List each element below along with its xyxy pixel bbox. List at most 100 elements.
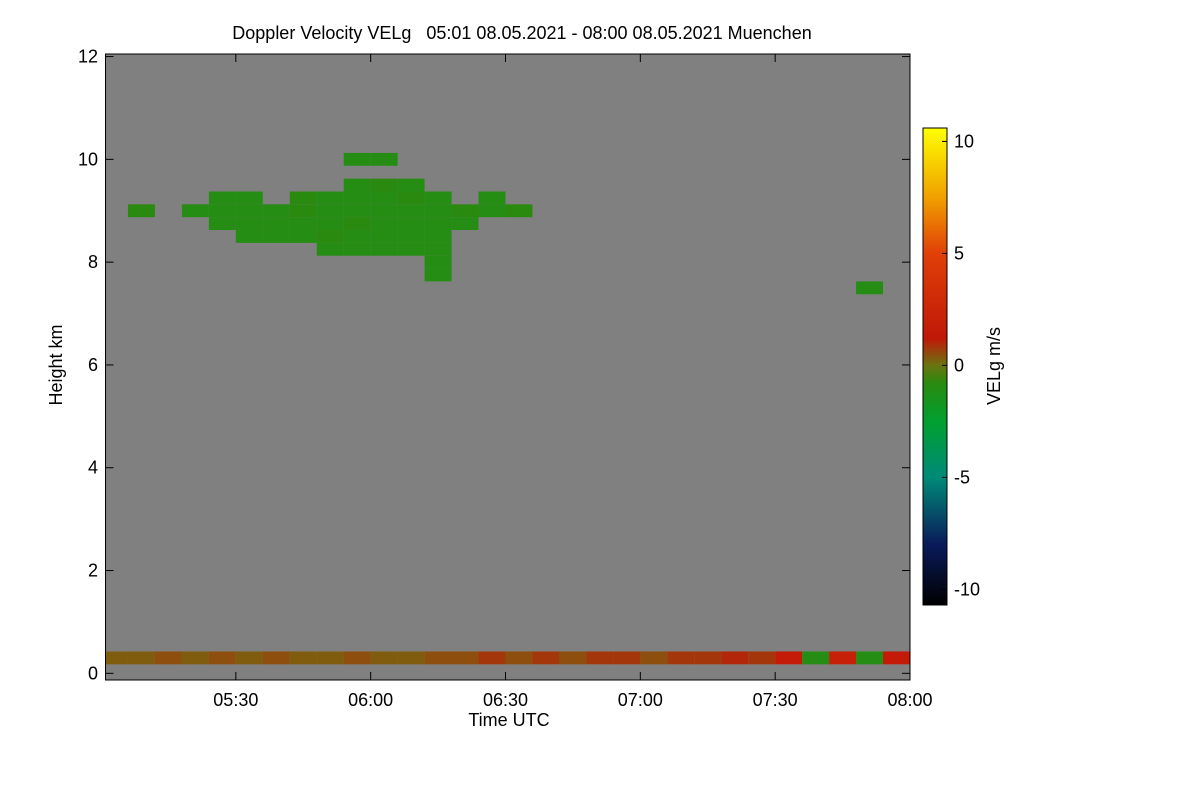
colorbar-tick-label: 5 — [954, 243, 964, 263]
heatmap-cell — [343, 191, 371, 205]
heatmap-cell — [451, 651, 479, 665]
heatmap-cell — [127, 204, 155, 218]
y-axis-label: Height km — [46, 324, 66, 405]
colorbar-tick-label: -10 — [954, 579, 980, 599]
heatmap-cell — [424, 191, 452, 205]
heatmap-cell — [532, 651, 560, 665]
heatmap-cell — [370, 204, 398, 218]
heatmap-cell — [235, 204, 263, 218]
heatmap-cell — [289, 191, 317, 205]
heatmap-cell — [829, 651, 857, 665]
heatmap-cell — [181, 204, 209, 218]
heatmap-cell — [478, 651, 506, 665]
heatmap-cell — [586, 651, 614, 665]
heatmap-cell — [640, 651, 668, 665]
heatmap-cell — [451, 217, 479, 231]
heatmap-cell — [397, 242, 425, 256]
heatmap-cell — [883, 651, 910, 665]
heatmap-cell — [289, 230, 317, 243]
heatmap-cell — [316, 230, 344, 243]
colorbar-tick-label: 0 — [954, 355, 964, 375]
heatmap-cell — [856, 651, 884, 665]
heatmap-cell — [343, 217, 371, 231]
heatmap-cell — [343, 242, 371, 256]
heatmap-cell — [397, 178, 425, 192]
heatmap-cell — [316, 651, 344, 665]
heatmap-cell — [694, 651, 722, 665]
y-tick-label: 6 — [88, 355, 98, 375]
heatmap-cell — [262, 217, 290, 231]
heatmap-cell — [505, 204, 533, 218]
colorbar — [922, 127, 948, 606]
heatmap-cell — [289, 651, 317, 665]
heatmap-cell — [424, 255, 452, 269]
y-tick-label: 2 — [88, 561, 98, 581]
x-axis-label: Time UTC — [468, 710, 549, 730]
heatmap-cell — [667, 651, 695, 665]
heatmap-cell — [397, 217, 425, 231]
y-tick-label: 8 — [88, 252, 98, 272]
y-tick-label: 12 — [78, 47, 98, 67]
heatmap-cell — [559, 651, 587, 665]
heatmap-cell — [370, 152, 398, 166]
heatmap-cell — [316, 217, 344, 231]
heatmap-cell — [370, 217, 398, 231]
heatmap-cell — [343, 204, 371, 218]
heatmap-cell — [235, 191, 263, 205]
chart-title: Doppler Velocity VELg 05:01 08.05.2021 -… — [232, 23, 811, 43]
x-tick-label: 05:30 — [213, 690, 258, 710]
heatmap-cell — [370, 230, 398, 243]
heatmap-cell — [343, 152, 371, 166]
heatmap-cell — [424, 230, 452, 243]
x-tick-label: 08:00 — [887, 690, 932, 710]
heatmap-cell — [208, 651, 236, 665]
heatmap-cell — [370, 242, 398, 256]
heatmap-cell — [478, 191, 506, 205]
heatmap-cell — [451, 204, 479, 218]
heatmap-cell — [424, 651, 452, 665]
heatmap-cell — [721, 651, 749, 665]
heatmap-cell — [262, 230, 290, 243]
heatmap-cell — [208, 204, 236, 218]
heatmap-cell — [262, 204, 290, 218]
x-tick-label: 06:30 — [483, 690, 528, 710]
heatmap-cell — [370, 191, 398, 205]
heatmap-cell — [424, 268, 452, 282]
heatmap-cell — [478, 204, 506, 218]
heatmap-cell — [105, 651, 128, 665]
plot-frame — [105, 53, 911, 681]
heatmap-cell — [289, 217, 317, 231]
heatmap-cell — [397, 191, 425, 205]
heatmap-cell — [370, 651, 398, 665]
heatmap-cell — [289, 204, 317, 218]
x-tick-label: 07:30 — [753, 690, 798, 710]
heatmap-cell — [748, 651, 776, 665]
heatmap-cell — [316, 191, 344, 205]
y-tick-label: 0 — [88, 663, 98, 683]
heatmap-cell — [208, 191, 236, 205]
heatmap-cell — [775, 651, 803, 665]
colorbar-label: VELg m/s — [984, 327, 1004, 405]
heatmap-cell — [208, 217, 236, 231]
heatmap-cell — [316, 242, 344, 256]
heatmap-cell — [235, 230, 263, 243]
colorbar-tick-label: 10 — [954, 131, 974, 151]
heatmap-cell — [154, 651, 182, 665]
heatmap-cell — [613, 651, 641, 665]
y-tick-label: 10 — [78, 149, 98, 169]
plot-background — [105, 54, 910, 680]
y-tick-label: 4 — [88, 458, 98, 478]
x-tick-label: 07:00 — [618, 690, 663, 710]
heatmap-cell — [802, 651, 830, 665]
colorbar-tick-label: -5 — [954, 467, 970, 487]
heatmap-cell — [343, 230, 371, 243]
heatmap-cell — [424, 204, 452, 218]
heatmap-cell — [856, 281, 884, 295]
x-tick-label: 06:00 — [348, 690, 393, 710]
heatmap-cell — [397, 651, 425, 665]
heatmap-cell — [343, 651, 371, 665]
heatmap-cell — [424, 217, 452, 231]
heatmap-cell — [397, 230, 425, 243]
heatmap-cell — [181, 651, 209, 665]
heatmap-cell — [343, 178, 371, 192]
